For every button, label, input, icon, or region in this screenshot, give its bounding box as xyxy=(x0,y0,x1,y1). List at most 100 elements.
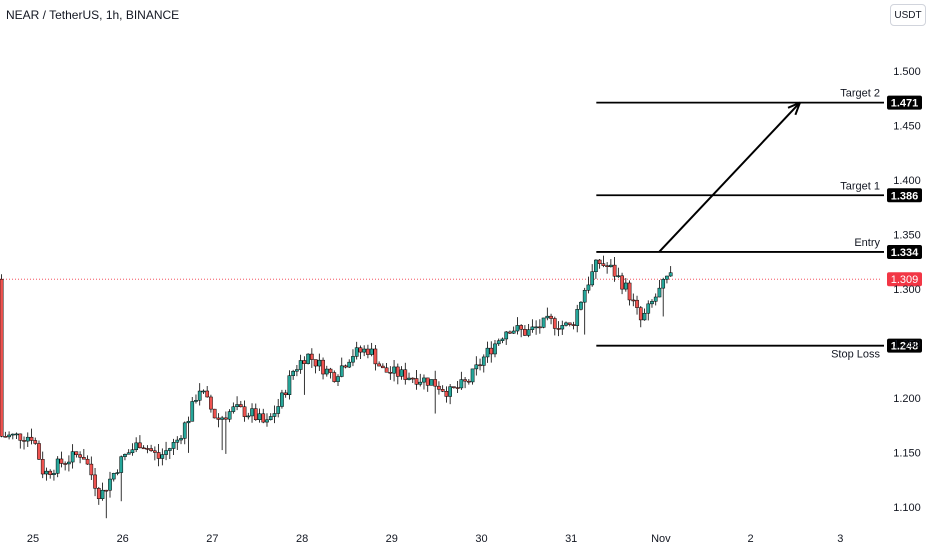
candle-body xyxy=(653,296,658,302)
candle-body xyxy=(631,299,636,302)
candle-body xyxy=(111,473,116,480)
candle-body xyxy=(130,449,135,454)
projection-arrow xyxy=(658,101,801,253)
candle-body xyxy=(194,400,198,402)
candle-body xyxy=(242,406,247,417)
level-name-label: Target 1 xyxy=(840,180,880,192)
candle-body xyxy=(0,278,4,437)
candle-body xyxy=(280,392,284,407)
candle-body xyxy=(399,369,404,377)
candle-body xyxy=(160,454,165,459)
candle-body xyxy=(579,301,583,310)
candle-body xyxy=(526,329,531,336)
candle-body xyxy=(481,356,486,366)
candle-body xyxy=(452,386,456,388)
candle-body xyxy=(403,369,408,380)
candle-body xyxy=(48,470,53,475)
candle-body xyxy=(55,458,60,474)
candle-body xyxy=(235,404,239,408)
level-price-badge xyxy=(887,244,922,259)
candle-body xyxy=(309,353,314,360)
candle-body xyxy=(74,451,79,455)
candle-body xyxy=(560,325,565,330)
time-tick-label: 2 xyxy=(748,533,754,545)
candle-body xyxy=(291,370,296,376)
time-tick-label: 3 xyxy=(837,533,843,545)
candle-body xyxy=(552,318,557,329)
candle-body xyxy=(511,330,516,334)
candle-body xyxy=(620,275,624,290)
time-tick-label: 28 xyxy=(296,533,308,545)
candle-body xyxy=(537,326,542,329)
candle-body xyxy=(89,463,94,476)
candle-body xyxy=(470,368,475,383)
candle-body xyxy=(10,433,15,436)
candle-body xyxy=(14,433,19,436)
candle-body xyxy=(556,328,561,330)
candle-body xyxy=(373,348,378,365)
time-tick-label: 30 xyxy=(475,533,487,545)
time-tick-label: 27 xyxy=(206,533,218,545)
candle-body xyxy=(253,408,258,420)
candle-body xyxy=(358,347,363,353)
candle-body xyxy=(627,282,632,301)
currency-unit-button[interactable]: USDT xyxy=(890,4,926,26)
candle-body xyxy=(179,438,183,441)
candle-body xyxy=(668,272,673,277)
candle-body xyxy=(272,413,277,417)
candle-body xyxy=(167,448,172,451)
candle-body xyxy=(67,461,71,465)
candle-body xyxy=(153,450,157,453)
current-price-label: 1.309 xyxy=(891,274,919,286)
candle-body xyxy=(541,317,546,328)
candle-body xyxy=(493,343,497,355)
candle-body xyxy=(302,360,307,364)
candle-body xyxy=(205,390,210,398)
candle-body xyxy=(149,448,153,452)
time-tick-label: Nov xyxy=(651,533,671,545)
candle-body xyxy=(395,366,400,377)
candle-body xyxy=(343,365,348,368)
candle-body xyxy=(3,436,8,438)
candle-body xyxy=(425,377,430,386)
candle-body xyxy=(231,406,236,412)
candle-body xyxy=(119,456,124,473)
candle-body xyxy=(504,331,509,340)
candle-body xyxy=(646,303,651,314)
candle-body xyxy=(392,366,396,374)
candle-body xyxy=(306,353,310,364)
candle-body xyxy=(582,289,587,303)
candle-body xyxy=(317,359,322,367)
candle-body xyxy=(564,322,568,326)
price-tick-label: 1.350 xyxy=(893,230,921,242)
level-price-label: 1.471 xyxy=(891,98,919,110)
candle-body xyxy=(126,452,131,455)
candle-body xyxy=(209,396,213,410)
candle-body xyxy=(175,439,180,443)
candle-body xyxy=(261,413,266,423)
candle-body xyxy=(182,422,187,439)
candle-body xyxy=(186,421,191,424)
candle-body xyxy=(597,259,602,264)
candle-body xyxy=(37,443,41,460)
candle-body xyxy=(44,470,49,475)
time-tick-label: 26 xyxy=(117,533,129,545)
candle-body xyxy=(612,264,617,277)
price-tick-label: 1.400 xyxy=(893,175,921,187)
candle-body xyxy=(429,379,434,386)
candle-body xyxy=(410,377,415,380)
candle-body xyxy=(623,282,628,290)
candle-body xyxy=(567,322,572,325)
arrow-head xyxy=(794,102,801,116)
price-tick-label: 1.300 xyxy=(893,284,921,296)
candle-body xyxy=(138,442,142,449)
candle-body xyxy=(354,347,359,357)
level-price-label: 1.248 xyxy=(891,341,919,353)
candle-body xyxy=(313,359,318,367)
candle-body xyxy=(366,348,370,355)
candle-body xyxy=(530,326,535,330)
candle-body xyxy=(508,331,512,334)
candle-body xyxy=(156,452,161,459)
price-tick-label: 1.150 xyxy=(893,448,921,460)
